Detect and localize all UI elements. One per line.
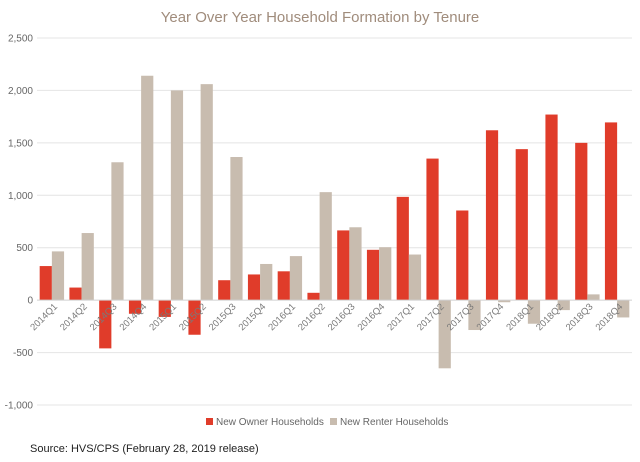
chart-title: Year Over Year Household Formation by Te… bbox=[161, 9, 480, 26]
y-tick-label: 500 bbox=[16, 243, 33, 254]
bar-renter-2018Q1 bbox=[527, 300, 541, 324]
bar-renter-2014Q3 bbox=[111, 162, 124, 301]
bar-renter-2018Q3 bbox=[587, 294, 600, 301]
bar-renter-2016Q4 bbox=[379, 247, 392, 301]
bar-owner-2014Q2 bbox=[69, 287, 82, 301]
bar-renter-2015Q2 bbox=[200, 84, 213, 301]
bar-owner-2016Q3 bbox=[337, 230, 350, 301]
bar-renter-2014Q1 bbox=[51, 251, 65, 301]
bar-owner-2015Q2 bbox=[188, 300, 201, 335]
bar-owner-2016Q2 bbox=[307, 292, 320, 301]
legend: New Owner Households New Renter Househol… bbox=[206, 417, 448, 428]
bar-renter-2017Q1 bbox=[408, 254, 422, 301]
legend-label-renter: New Renter Households bbox=[340, 417, 448, 428]
bar-owner-2018Q1 bbox=[515, 149, 528, 301]
bar-owner-2018Q2 bbox=[545, 114, 558, 301]
bar-renter-2016Q3 bbox=[349, 227, 362, 301]
bar-owner-2014Q4 bbox=[128, 300, 142, 314]
legend-swatch-owner bbox=[206, 418, 213, 425]
bar-renter-2018Q2 bbox=[557, 300, 570, 311]
x-tick-label: 2016Q3 bbox=[326, 301, 358, 333]
bar-renter-2017Q2 bbox=[438, 300, 451, 369]
x-tick-label: 2017Q1 bbox=[385, 301, 417, 333]
x-tick-label: 2015Q3 bbox=[207, 301, 239, 333]
bar-owner-2018Q3 bbox=[575, 142, 588, 301]
bar-renter-2017Q4 bbox=[498, 300, 511, 303]
bar-owner-2018Q4 bbox=[604, 122, 618, 301]
legend-label-owner: New Owner Households bbox=[216, 417, 324, 428]
x-tick-label: 2015Q4 bbox=[237, 301, 269, 333]
bar-renter-2015Q3 bbox=[230, 157, 243, 301]
bars bbox=[39, 75, 630, 369]
bar-owner-2014Q3 bbox=[99, 300, 112, 349]
gridlines bbox=[37, 37, 632, 406]
x-tick-label: 2016Q4 bbox=[356, 301, 388, 333]
bar-owner-2017Q2 bbox=[426, 158, 439, 301]
source-note: Source: HVS/CPS (February 28, 2019 relea… bbox=[30, 443, 259, 455]
bar-owner-2017Q3 bbox=[456, 210, 469, 301]
bar-owner-2017Q4 bbox=[485, 130, 499, 301]
y-tick-label: 1,500 bbox=[8, 138, 33, 149]
y-tick-label: 1,000 bbox=[8, 191, 33, 202]
bar-owner-2015Q1 bbox=[158, 300, 171, 317]
bar-owner-2016Q1 bbox=[277, 271, 290, 301]
bar-renter-2014Q2 bbox=[81, 233, 94, 301]
x-tick-label: 2014Q2 bbox=[58, 301, 90, 333]
bar-owner-2015Q3 bbox=[218, 280, 231, 301]
y-axis-ticks: -1,000 -500 0 500 1,000 1,500 2,000 2,500 bbox=[5, 34, 34, 412]
bar-renter-2017Q3 bbox=[468, 300, 481, 331]
x-tick-label: 2014Q1 bbox=[28, 301, 60, 333]
bar-owner-2014Q1 bbox=[39, 266, 52, 301]
bar-renter-2015Q4 bbox=[260, 263, 273, 301]
legend-swatch-renter bbox=[330, 418, 337, 425]
bar-renter-2018Q4 bbox=[617, 300, 630, 318]
bar-renter-2015Q1 bbox=[170, 90, 184, 301]
y-tick-label: 2,500 bbox=[8, 34, 33, 45]
bar-owner-2017Q1 bbox=[396, 196, 409, 301]
bar-renter-2016Q2 bbox=[319, 192, 332, 301]
y-tick-label: 2,000 bbox=[8, 86, 33, 97]
x-tick-label: 2016Q1 bbox=[266, 301, 298, 333]
bar-renter-2016Q1 bbox=[289, 256, 303, 301]
bar-owner-2015Q4 bbox=[247, 274, 261, 301]
x-tick-label: 2016Q2 bbox=[296, 301, 328, 333]
bar-renter-2014Q4 bbox=[141, 75, 154, 301]
bar-owner-2016Q4 bbox=[366, 249, 380, 301]
y-tick-label: -1,000 bbox=[5, 401, 34, 412]
y-tick-label: 0 bbox=[27, 296, 33, 307]
y-tick-label: -500 bbox=[13, 348, 33, 359]
